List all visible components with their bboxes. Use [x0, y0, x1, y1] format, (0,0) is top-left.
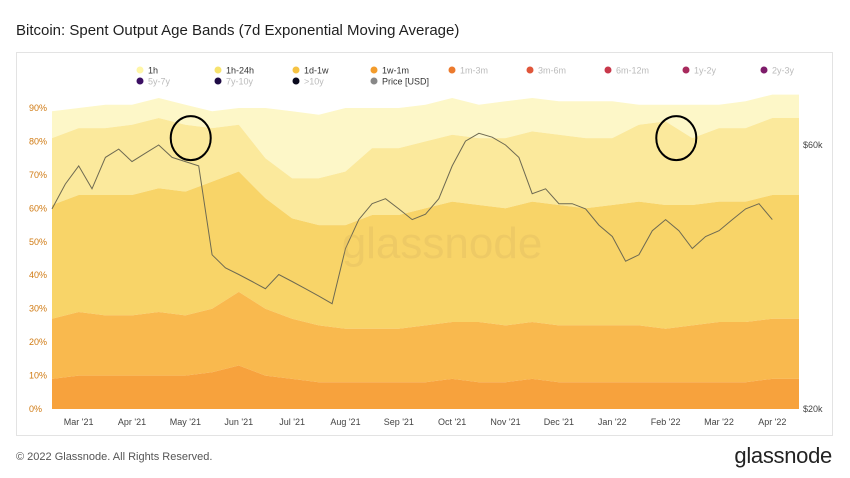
chart-legend[interactable]: 1h 1h-24h 1d-1w 1w-1m 1m-3m 3m-6m 6m-12m 1y-2y 2…	[136, 66, 846, 87]
legend-swatch	[136, 66, 144, 74]
legend-swatch	[760, 66, 768, 74]
x-tick-label: Sep '21	[384, 417, 414, 427]
y-tick-label: 30%	[29, 304, 47, 314]
y-right-tick-label: $20k	[803, 404, 823, 414]
chart-svg[interactable]: 1h 1h-24h 1d-1w 1w-1m 1m-3m 3m-6m 6m-12m 1y-2y 2…	[17, 53, 846, 435]
legend-item[interactable]: Price [USD]	[370, 77, 430, 87]
legend-label: Price [USD]	[382, 77, 429, 87]
x-tick-label: Nov '21	[490, 417, 520, 427]
legend-swatch	[136, 77, 144, 85]
y-tick-label: 0%	[29, 404, 42, 414]
legend-label: 2y-3y	[772, 66, 795, 76]
legend-label: 7y-10y	[226, 77, 254, 87]
x-tick-label: Apr '21	[118, 417, 146, 427]
legend-item[interactable]: 1m-3m	[448, 66, 489, 76]
y-tick-label: 20%	[29, 337, 47, 347]
chart-title: Bitcoin: Spent Output Age Bands (7d Expo…	[16, 22, 460, 39]
legend-label: 1m-3m	[460, 66, 488, 76]
copyright-footer: © 2022 Glassnode. All Rights Reserved.	[16, 451, 213, 463]
x-tick-label: Apr '22	[758, 417, 786, 427]
legend-item[interactable]: 1h	[136, 66, 159, 76]
legend-label: >10y	[304, 77, 324, 87]
area-1d-1w	[52, 291, 799, 383]
legend-label: 1y-2y	[694, 66, 717, 76]
y-tick-label: 10%	[29, 371, 47, 381]
watermark: glassnode	[342, 219, 543, 268]
legend-swatch	[214, 77, 222, 85]
legend-label: 1h	[148, 66, 158, 76]
highlight-circle	[655, 115, 698, 162]
area-1w-1m	[52, 365, 799, 409]
y-tick-label: 80%	[29, 136, 47, 146]
legend-label: 5y-7y	[148, 77, 171, 87]
legend-item[interactable]: 6m-12m	[604, 66, 650, 76]
x-tick-label: Dec '21	[544, 417, 574, 427]
price-line	[51, 132, 773, 305]
legend-item[interactable]: 1h-24h	[214, 66, 255, 76]
x-tick-label: Feb '22	[651, 417, 681, 427]
area-1h-24h	[52, 171, 799, 329]
legend-label: 3m-6m	[538, 66, 566, 76]
y-axis-left: 0% 10% 20% 30% 40% 50% 60% 70% 80% 90%	[29, 103, 47, 414]
legend-swatch	[214, 66, 222, 74]
highlight-circles	[169, 115, 698, 162]
legend-label: 1w-1m	[382, 66, 409, 76]
legend-swatch	[292, 66, 300, 74]
x-tick-label: Jun '21	[224, 417, 253, 427]
legend-swatch	[604, 66, 612, 74]
legend-item[interactable]: 2y-3y	[760, 66, 795, 76]
x-tick-label: Oct '21	[438, 417, 466, 427]
legend-swatch	[370, 77, 378, 85]
legend-item[interactable]: 5y-7y	[136, 77, 171, 87]
legend-swatch	[370, 66, 378, 74]
legend-item[interactable]: 1d-1w	[292, 66, 330, 76]
x-axis: Mar '21 Apr '21 May '21 Jun '21 Jul '21 Aug '…	[64, 417, 787, 427]
y-tick-label: 90%	[29, 103, 47, 113]
x-tick-label: Aug '21	[330, 417, 360, 427]
legend-swatch	[526, 66, 534, 74]
chart-panel: 1h 1h-24h 1d-1w 1w-1m 1m-3m 3m-6m 6m-12m 1y-2y 2…	[16, 52, 846, 436]
legend-item[interactable]: 7y-10y	[214, 77, 254, 87]
highlight-circle	[169, 115, 212, 162]
legend-label: 1d-1w	[304, 66, 329, 76]
x-tick-label: May '21	[170, 417, 201, 427]
legend-item[interactable]: 1y-2y	[682, 66, 717, 76]
y-tick-label: 70%	[29, 170, 47, 180]
legend-item[interactable]: >10y	[292, 77, 325, 87]
x-tick-label: Jul '21	[279, 417, 305, 427]
legend-swatch	[682, 66, 690, 74]
legend-label: 6m-12m	[616, 66, 649, 76]
y-right-tick-label: $60k	[803, 140, 823, 150]
plot-area	[51, 94, 799, 409]
legend-item[interactable]: 3m-6m	[526, 66, 567, 76]
y-tick-label: 50%	[29, 237, 47, 247]
legend-swatch	[448, 66, 456, 74]
area-1h	[52, 118, 799, 226]
legend-swatch	[292, 77, 300, 85]
area-top	[52, 94, 799, 179]
legend-item[interactable]: 1w-1m	[370, 66, 410, 76]
legend-label: 1h-24h	[226, 66, 254, 76]
glassnode-logo[interactable]: glassnode	[734, 443, 832, 468]
x-tick-label: Mar '22	[704, 417, 734, 427]
x-tick-label: Mar '21	[64, 417, 94, 427]
y-tick-label: 40%	[29, 270, 47, 280]
y-tick-label: 60%	[29, 203, 47, 213]
x-tick-label: Jan '22	[598, 417, 627, 427]
y-axis-right: $20k $60k	[803, 140, 823, 414]
